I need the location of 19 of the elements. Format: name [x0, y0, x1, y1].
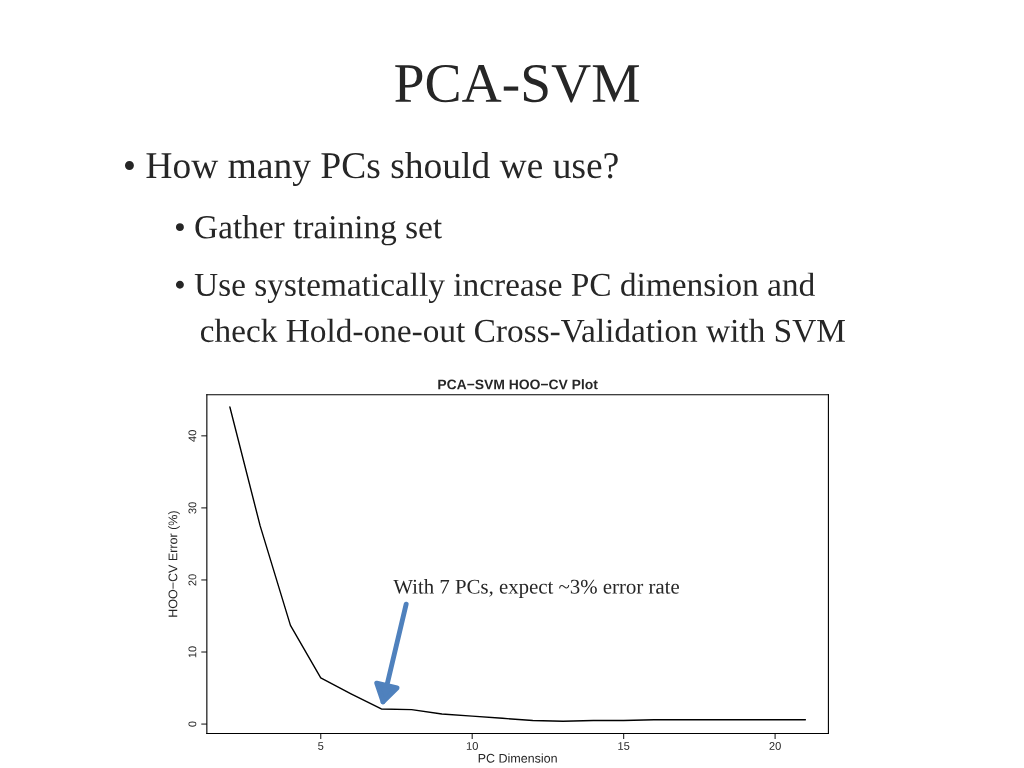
line-series [229, 406, 807, 722]
text: PCA−SVM HOO−CV Plot [438, 379, 598, 390]
y-tick-label: 0 [188, 721, 197, 727]
text: check Hold-one-out Cross-Validation with SVM [200, 318, 845, 343]
y-tick-label: 10 [188, 646, 197, 658]
y-tick-label: 30 [188, 502, 197, 514]
x-tick-label: 10 [466, 742, 478, 750]
y-tick-label: 20 [188, 574, 197, 586]
text: • Gather training set [175, 215, 442, 246]
annotation: With 7 PCs, expect ~3% error rate [393, 579, 679, 598]
chart-subtitle: • How many PCs should we use? [124, 151, 618, 187]
chart-title: PCA-SVM [395, 64, 639, 103]
x-tick-label: 5 [318, 742, 324, 750]
y-axis-title: HOO−CV Error (%) [168, 511, 180, 617]
x-axis-title: PC Dimension [478, 753, 557, 763]
x-tick-label: 20 [769, 742, 781, 750]
y-tick-label: 40 [188, 430, 197, 442]
x-tick-label: 15 [618, 742, 630, 750]
text: • Use systematically increase PC dimension and [175, 272, 815, 303]
